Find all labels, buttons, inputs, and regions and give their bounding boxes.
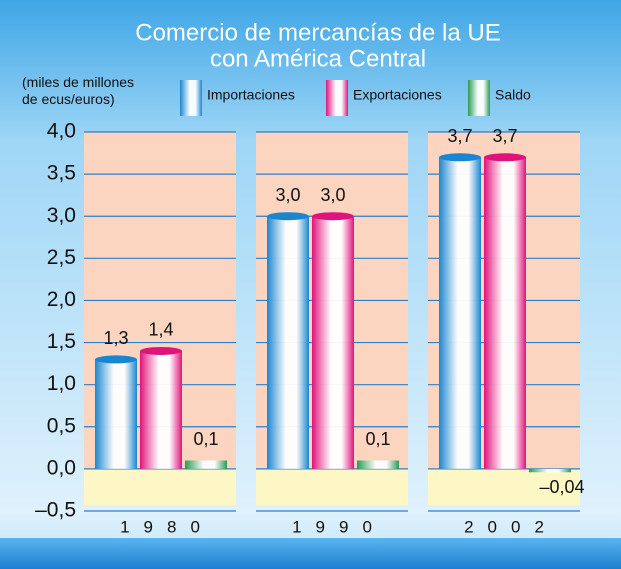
y-tick-label: 1,5 (47, 330, 76, 353)
legend-label: Saldo (495, 87, 531, 103)
x-tick-label: 1990 (292, 517, 386, 536)
legend-swatch (326, 80, 348, 116)
y-tick-label: 3,5 (47, 162, 76, 185)
panel-negative (428, 468, 580, 505)
bar-cap (312, 212, 354, 221)
y-tick-label: 1,0 (47, 372, 76, 395)
bar (357, 460, 399, 469)
y-tick-label: 2,5 (47, 246, 76, 269)
panel-negative (84, 468, 236, 505)
bar (185, 460, 227, 469)
y-axis-label: (miles de millones de ecus/euros) (22, 74, 135, 107)
legend-swatch (468, 80, 490, 116)
value-label: 1,4 (148, 320, 173, 340)
panel-negative (256, 468, 408, 505)
bar-cap (484, 153, 526, 162)
y-tick-label: –0,5 (35, 499, 76, 522)
value-label: 0,1 (193, 429, 218, 449)
bar (529, 468, 571, 473)
value-label: 1,3 (103, 328, 128, 348)
x-tick-label: 2002 (464, 517, 558, 536)
legend-label: Exportaciones (353, 87, 442, 103)
value-label: 3,0 (275, 185, 300, 205)
y-tick-label: 0,0 (47, 456, 76, 479)
y-tick-label: 0,5 (47, 414, 76, 437)
bar (140, 350, 182, 469)
bar-cap (95, 355, 137, 364)
y-tick-label: 4,0 (47, 120, 76, 143)
bar (484, 157, 526, 469)
footer-band (0, 538, 621, 569)
bar (312, 216, 354, 469)
bar (95, 359, 137, 469)
value-label: 3,7 (447, 126, 472, 146)
value-label: 3,7 (492, 126, 517, 146)
value-label: 3,0 (320, 185, 345, 205)
legend-swatch (180, 80, 202, 116)
chart-title: con América Central (210, 45, 426, 72)
value-label: –0,04 (539, 477, 584, 497)
y-tick-label: 3,0 (47, 204, 76, 227)
bar-cap (439, 153, 481, 162)
bar (439, 157, 481, 469)
chart-title: Comercio de mercancías de la UE (135, 19, 500, 46)
bar-cap (140, 346, 182, 355)
bar-cap (267, 212, 309, 221)
value-label: 0,1 (365, 429, 390, 449)
x-tick-label: 1980 (120, 517, 214, 536)
y-tick-label: 2,0 (47, 288, 76, 311)
legend-label: Importaciones (207, 87, 295, 103)
bar (267, 216, 309, 469)
